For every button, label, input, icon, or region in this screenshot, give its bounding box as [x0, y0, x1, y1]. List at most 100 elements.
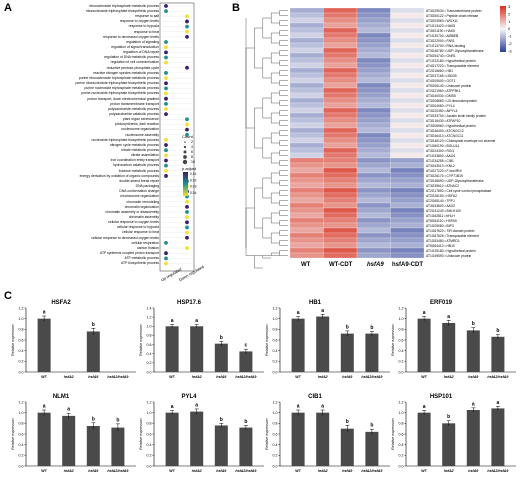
dendrogram-branch	[262, 255, 272, 259]
go-dot	[164, 4, 168, 8]
heatmap-gene-label: AT5G54110 • HSFA9	[426, 218, 457, 223]
y-tick-label: 0.4	[273, 443, 278, 447]
y-tick-label: 0.8	[273, 328, 278, 332]
go-term-label: hydrocarbon catabolic process	[113, 163, 159, 168]
heatmap-gene-label: AT3G33700 • Jacalin lectin family protei…	[426, 113, 486, 118]
heatmap-gene-label: AT1G43800 • AAO4	[426, 153, 456, 158]
y-tick-label: 0.2	[19, 454, 24, 458]
y-tick-label: 0.8	[19, 422, 24, 426]
heatmap-gene-label: AT3G40030 • DMS5	[426, 93, 456, 98]
y-tick-label: 1.0	[399, 411, 404, 415]
x-tick-label: hsfA2	[444, 469, 454, 473]
significance-letter: b	[370, 325, 373, 331]
go-term-label: polysaccharide metabolic process	[108, 106, 159, 111]
significance-letter: b	[370, 423, 373, 429]
significance-letter: b	[244, 419, 247, 425]
go-term-label: purine ribonucleoside triphosphate biosy…	[75, 81, 160, 86]
y-axis-label: Relative expression	[391, 324, 395, 355]
go-term-label: purine nucleoside triphosphate metabolic…	[84, 86, 159, 91]
significance-letter: b	[116, 417, 119, 423]
y-tick-label: 1.2	[273, 400, 278, 404]
go-term-label: fructose metabolic process	[118, 168, 159, 173]
bar-chart-cib1: 0.0 0.2 0.4 0.6 0.8 1.0 1.2 Relative expression…	[265, 400, 390, 473]
go-term-label: response to heat	[133, 29, 159, 34]
y-axis-label: Relative expression	[265, 324, 269, 355]
go-term-label: photosynthesis, dark reaction	[114, 122, 159, 127]
y-tick-label: 0.8	[147, 334, 152, 338]
y-tick-label: 1.2	[399, 306, 404, 310]
go-term-label: response to hypoxia	[128, 24, 159, 29]
bar	[442, 322, 456, 372]
legend-count-label: 8	[191, 155, 193, 159]
y-tick-label: 1.0	[273, 317, 278, 321]
go-term-label: chromatin organization	[124, 204, 159, 209]
y-tick-label: 0.6	[19, 432, 24, 436]
go-dot	[185, 225, 189, 230]
go-dot	[164, 96, 168, 101]
legend-count-dot	[182, 159, 188, 165]
go-term-label: chromosome organization	[119, 194, 159, 199]
y-tick-label: 1.4	[147, 306, 152, 310]
y-tick-label: 1.2	[147, 315, 152, 319]
significance-letter: b	[220, 417, 223, 423]
bar	[291, 318, 305, 372]
go-dot	[164, 251, 168, 256]
go-dot	[164, 138, 168, 142]
x-tick-label: hsfA2	[318, 375, 328, 379]
go-term-label: nitrogen cycle metabolic process	[109, 142, 159, 147]
y-axis-label: Relative expression	[139, 418, 143, 449]
go-dot	[185, 14, 189, 19]
colorbar-tick: -3	[508, 48, 512, 53]
legend-count-label: 2	[191, 140, 193, 144]
go-dot	[185, 35, 189, 39]
go-term-label: DNA conformation change	[119, 189, 159, 194]
go-dot	[185, 65, 189, 70]
y-tick-label: 0.0	[19, 464, 24, 468]
x-tick-label: hsfA9	[342, 375, 352, 379]
y-tick-label: 0.4	[399, 349, 404, 353]
bar	[417, 412, 431, 466]
go-term-label: polysaccharide catabolic process	[109, 111, 159, 116]
significance-letter: a	[195, 402, 198, 408]
heatmap-gene-label: AT1G67626 • Transposable element	[426, 233, 479, 238]
heatmap-gene-label: AT4G00600 • GGT1	[426, 78, 456, 83]
bar-chart-title: ERF019	[429, 300, 452, 306]
heatmap-gene-label: AT1G62811 • bHLH	[426, 213, 455, 218]
heatmap-cell	[390, 252, 425, 259]
go-dot	[164, 60, 168, 65]
go-dot	[164, 45, 168, 50]
bar	[466, 330, 480, 372]
y-tick-label: 0.6	[273, 338, 278, 342]
go-dot	[164, 256, 168, 261]
y-tick-label: 0.2	[399, 454, 404, 458]
colorbar-tick: 2	[508, 11, 511, 16]
go-term-label: ATP biosynthetic process	[121, 261, 159, 266]
heatmap-gene-label: AT2G65140 • TPPJ	[426, 198, 455, 203]
y-tick-label: 0.2	[273, 454, 278, 458]
y-tick-label: 1.0	[147, 411, 152, 415]
y-tick-label: 0.0	[399, 464, 404, 468]
go-term-label: response to oxygen levels	[119, 19, 159, 24]
y-tick-label: 0.6	[147, 343, 152, 347]
significance-letter: a	[423, 310, 426, 316]
heatmap-gene-label: AT2G21960 • ATPP5K1	[426, 88, 461, 93]
x-tick-label: hsfA2/hsfA9	[361, 469, 382, 473]
heatmap-gene-label: AT1G53480 • ATMRD1	[426, 238, 460, 243]
significance-letter: a	[171, 404, 174, 410]
bar	[239, 427, 253, 466]
go-dot	[164, 9, 168, 14]
bar	[37, 318, 51, 372]
y-tick-label: 0.6	[147, 432, 152, 436]
y-tick-label: 0.2	[273, 360, 278, 364]
y-tick-label: 0.0	[147, 370, 152, 374]
bar	[491, 336, 505, 372]
x-tick-label: WT	[169, 469, 175, 473]
heatmap-gene-label: AT2G41240 • BHLH100	[426, 208, 461, 213]
go-term-label: proton transmembrane transport	[110, 101, 159, 106]
go-dot	[185, 24, 189, 29]
heatmap-gene-label: AT3G01190 • HAK5	[426, 28, 455, 33]
colorbar-tick: -1	[508, 34, 512, 39]
y-tick-label: 0.6	[273, 432, 278, 436]
y-tick-label: 0.4	[147, 443, 152, 447]
significance-letter: a	[43, 310, 46, 316]
